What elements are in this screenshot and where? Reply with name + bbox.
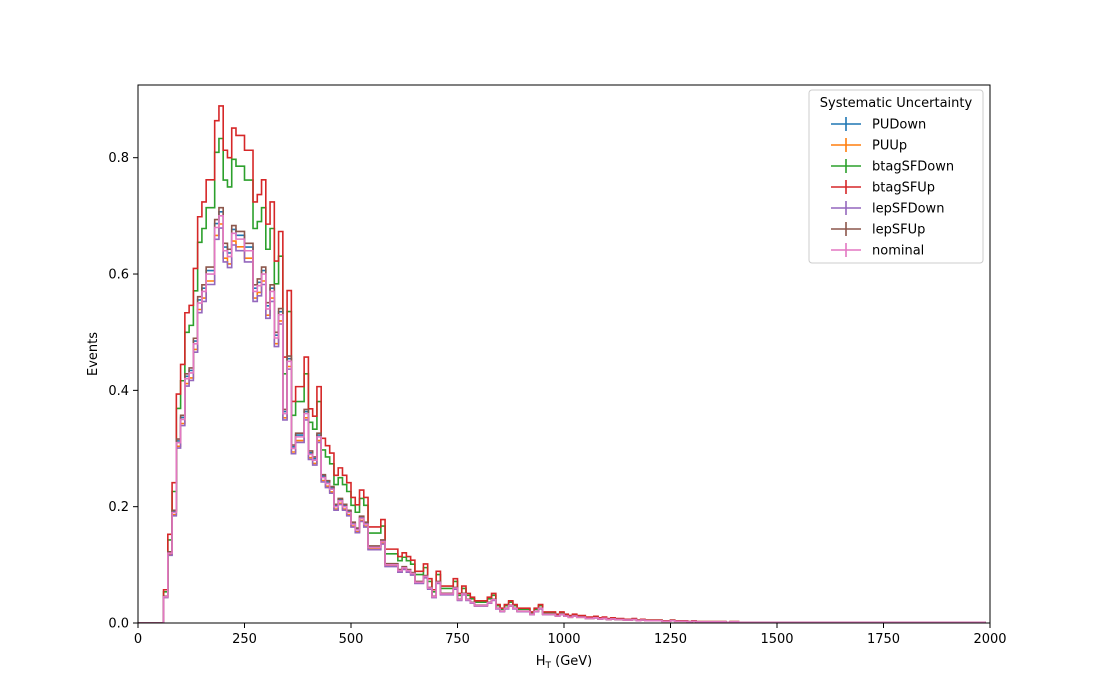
legend-box (808, 89, 984, 264)
x-tick-label: 1000 (547, 632, 580, 647)
legend-entry-btagSFDown: btagSFDown (831, 159, 954, 175)
x-tick-label: 1250 (654, 632, 687, 647)
legend-entry-btagSFUp: btagSFUp (831, 180, 935, 196)
legend-label: nominal (872, 244, 924, 259)
legend-entry-lepSFUp: lepSFUp (831, 222, 925, 238)
series-line-nominal (138, 215, 986, 623)
legend-label: lepSFDown (872, 202, 944, 217)
x-tick-label: 0 (134, 632, 142, 647)
x-axis-label-unit: (GeV) (551, 654, 592, 669)
legend-entry-PUDown: PUDown (831, 117, 926, 133)
legend-entry-PUUp: PUUp (831, 138, 907, 154)
x-tick-label: 250 (232, 632, 257, 647)
x-axis-label-main: H (536, 654, 546, 669)
x-tick-label: 1750 (867, 632, 900, 647)
series-line-lepSFUp (138, 206, 986, 623)
legend-entries: PUDown PUUp btagSFDown btagSFUp lepSFDown lep… (831, 117, 954, 259)
legend: Systematic Uncertainty PUDown PUUp btagSFD… (808, 89, 984, 264)
y-tick-label: 0.0 (108, 617, 129, 632)
x-axis-label-subscript: T (545, 661, 552, 671)
legend-entry-nominal: nominal (831, 243, 924, 259)
x-tick-label: 500 (339, 632, 364, 647)
y-tick-label: 0.8 (108, 151, 129, 166)
x-tick-label: 1500 (760, 632, 793, 647)
y-tick-label: 0.4 (108, 384, 129, 399)
x-axis: 0 250 500 750 1000 1250 1500 1750 2000 (134, 623, 1007, 647)
y-axis-label: Events (86, 332, 101, 376)
legend-label: PUDown (872, 118, 926, 133)
legend-entry-lepSFDown: lepSFDown (831, 201, 944, 217)
legend-label: lepSFUp (872, 223, 925, 238)
x-axis-label: HT (GeV) (536, 654, 593, 671)
legend-label: PUUp (872, 139, 907, 154)
x-tick-label: 2000 (973, 632, 1006, 647)
series-layer (138, 105, 986, 623)
y-tick-label: 0.6 (108, 268, 129, 283)
x-tick-label: 750 (445, 632, 470, 647)
legend-title: Systematic Uncertainty (820, 96, 973, 111)
y-tick-label: 0.2 (108, 500, 129, 515)
y-axis: 0.0 0.2 0.4 0.6 0.8 (108, 151, 138, 632)
legend-label: btagSFUp (872, 181, 935, 196)
legend-label: btagSFDown (872, 160, 954, 175)
